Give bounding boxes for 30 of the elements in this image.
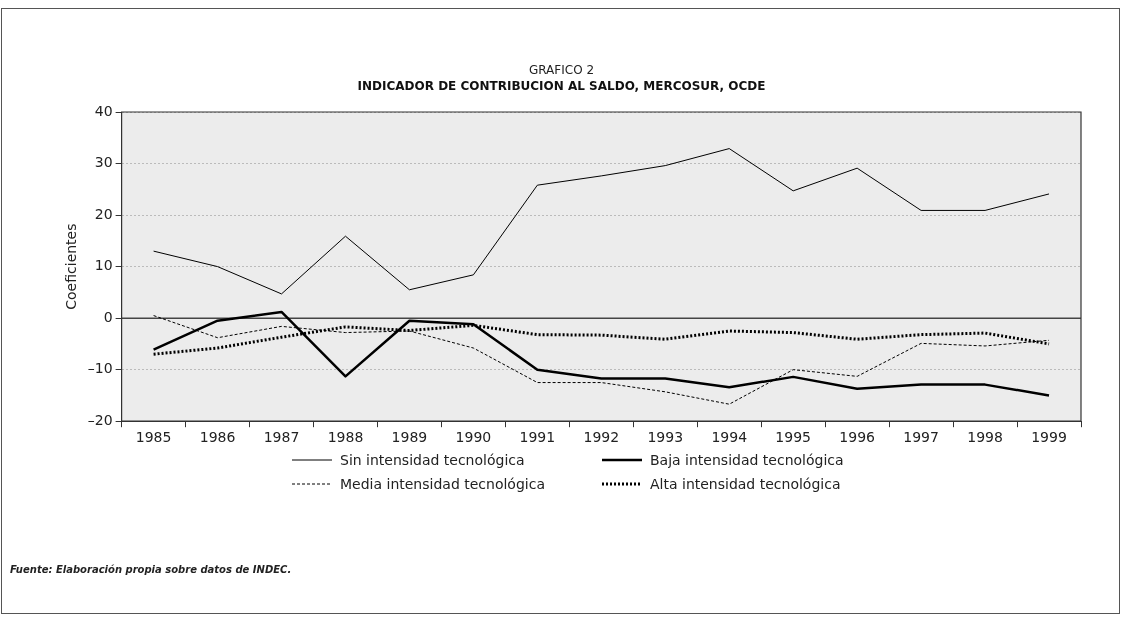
y-tick-label: –20 [87,411,113,428]
x-tick-label: 1989 [391,429,428,446]
x-tick-label: 1995 [775,429,811,446]
x-tick-label: 1999 [1031,429,1067,446]
x-tick-label: 1988 [327,429,364,446]
y-tick-label: 30 [94,154,113,171]
chart-subtitle: INDICADOR DE CONTRIBUCION AL SALDO, MERCOSUR, OCDE [356,79,767,93]
x-tick-label: 1985 [135,429,172,446]
x-tick-label: 1993 [647,429,684,446]
y-tick-label: 0 [103,308,113,325]
x-tick-label: 1990 [455,429,492,446]
y-axis-title: Coeficientes [63,223,80,310]
chart-title: GRAFICO 2 [527,63,596,77]
x-tick-label: 1996 [839,429,876,446]
x-tick-label: 1997 [903,429,939,446]
x-tick-label: 1986 [199,429,236,446]
legend-label: Sin intensidad tecnológica [340,452,525,468]
legend-label: Media intensidad tecnológica [340,476,545,492]
x-tick-label: 1991 [519,429,556,446]
source-note: Fuente: Elaboración propia sobre datos de INDEC. [10,564,292,575]
x-tick-label: 1992 [583,429,620,446]
y-tick-label: 10 [94,257,113,274]
y-tick-label: –10 [87,360,113,377]
legend-label: Alta intensidad tecnológica [650,476,841,492]
x-tick-label: 1998 [967,429,1003,446]
legend-label: Baja intensidad tecnológica [650,452,844,468]
y-tick-label: 20 [94,205,113,222]
x-tick-label: 1994 [711,429,748,446]
x-tick-label: 1987 [263,429,300,446]
y-tick-label: 40 [94,102,113,119]
